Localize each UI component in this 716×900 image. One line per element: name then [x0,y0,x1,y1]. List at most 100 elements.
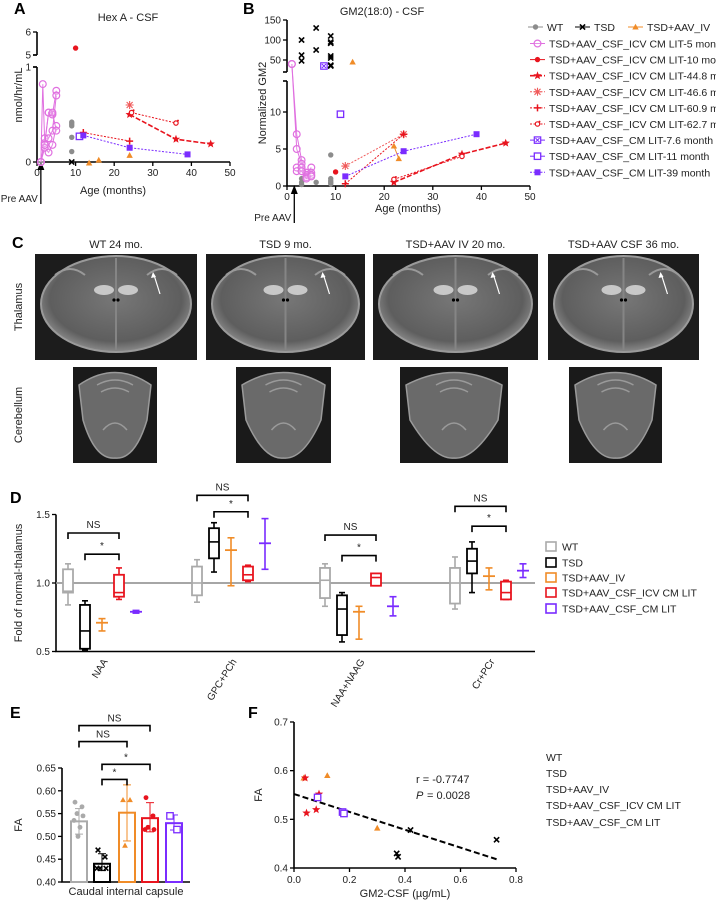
series-line [344,133,404,185]
chart-title: GM2(18:0) - CSF [340,6,425,18]
box [319,567,331,599]
series-line [393,155,463,180]
panel-b: B GM2(18:0) - CSF 0 10 20 30 40 50 0 5 10 50 100 150 A… [243,1,536,224]
series-tsd-aav-csf-icv-cm-lit-44.8-month [125,110,215,148]
data-point [313,793,322,802]
x-tick-label: 40 [476,192,488,203]
data-point-dot [132,109,135,112]
legend-panel-b: WT TSD TSD+AAV_IV TSD+AAV_CSF_ICV CM LIT-5 … [528,22,716,179]
legend-swatch [545,587,557,598]
cortex-folds [392,268,519,276]
white-arrow-icon [660,274,669,295]
panel-letter: A [14,1,26,18]
row-label-thalamus: Thalamus [13,282,25,331]
data-point [173,120,179,126]
legend-item: TSD+AAV_CSF_ICV CM LIT-62.7 month [530,119,716,131]
row-label-cerebellum: Cerebellum [13,387,25,443]
cerebellum-section [241,371,326,459]
data-point [327,32,334,40]
panel-letter: C [12,235,24,252]
box [208,527,220,560]
legend-label: TSD+AAV_CSF_CM LIT-7.6 month [549,135,713,147]
pre-aav-arrow-icon [290,185,298,194]
axis-lines [286,81,530,187]
bracket-label: * [357,543,361,554]
x-tick-label: 0.8 [509,875,523,886]
bar-group [141,795,159,883]
x-axis-label: Age (months) [80,185,146,197]
bracket-label: NS [216,482,230,493]
legend-label: TSD+AAV_CSF_CM LIT [562,604,677,616]
legend-label: TSD+AAV_CSF_CM LIT-11 month [549,151,710,163]
data-point [69,134,75,140]
mri-thalamus-image [548,254,699,360]
data-point [390,142,398,149]
series-line [83,134,188,155]
y-tick-label: 0.60 [37,786,57,797]
y-axis-label: Fold of normal-thalamus [13,523,25,642]
legend-label: TSD+AAV_CSF_ICV CM LIT-46.6 month [549,87,716,99]
series-line [131,112,177,124]
y-axis-label: FA [13,818,25,832]
bracket-line [101,763,151,771]
data-point [327,38,334,46]
legend-marker-cross [535,137,540,143]
legend-item: TSD+AAV_CSF_ICV CM LIT-46.6 month [530,87,716,99]
data-point [292,145,301,154]
legend-marker-dot [538,120,541,123]
vessel [281,298,286,302]
data-point-dot [176,119,179,122]
box [336,594,348,636]
significance-bracket: * [101,752,151,771]
box [449,567,461,605]
legend-item: TSD+AAV_CSF_ICV CM LIT [545,587,697,600]
data-point [336,110,345,119]
x-tick-label: 20 [379,192,391,203]
category-label: GPC+PCh [205,657,239,703]
significance-bracket: * [213,499,249,518]
series-tsd [79,521,478,651]
legend-item: WT [545,541,579,554]
box-plot [225,536,237,587]
series-line [83,132,130,142]
data-point [374,824,381,831]
legend-label: TSD+AAV_CSF_ICV CM LIT-44.8 month [549,71,716,83]
axis-lines [293,721,516,869]
box-plot [353,605,365,640]
data-point [40,140,49,149]
legend-label: TSD+AAV_IV [562,573,625,585]
data-point [324,772,331,779]
bar-group [93,847,111,884]
series-tsd-aav-csf-icv-cm-lit-46.6-month [125,101,134,109]
data-point [128,109,135,116]
box-plot [370,572,382,587]
bar-group [70,799,88,883]
white-arrow-icon [322,274,331,295]
data-point [72,45,79,51]
ventricle [433,285,454,295]
y-tick-label: 1.0 [36,579,50,590]
series-tsd-aav-csf-cm-lit [130,517,529,617]
data-point [94,865,100,872]
mri-cerebellum-image [569,367,662,463]
data-point [332,169,339,175]
data-point [501,138,510,147]
column-title: TSD+AAV CSF 36 mo. [568,239,679,251]
series-tsd-aav-iv [85,152,133,166]
vessel [116,298,120,302]
box [79,604,91,650]
data-point [393,850,400,857]
significance-bracket: * [341,543,377,562]
bracket-line [324,534,377,542]
x-tick-label: 50 [524,192,536,203]
bracket-line [78,740,128,748]
bracket-label: * [487,513,491,524]
data-point [395,155,402,162]
x-tick-label: 0.0 [287,875,301,886]
legend-marker [579,23,586,31]
data-point [127,796,133,803]
box-plot [517,563,529,579]
legend-item: TSD+AAV_CSF_ICV CM LIT-44.8 month [530,71,716,83]
data-point [342,173,349,180]
data-point [312,24,320,32]
